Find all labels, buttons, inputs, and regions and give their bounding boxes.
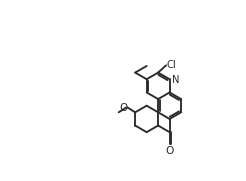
Text: N: N (172, 75, 180, 85)
Text: O: O (165, 146, 174, 156)
Text: O: O (119, 103, 127, 113)
Text: Cl: Cl (167, 60, 176, 70)
